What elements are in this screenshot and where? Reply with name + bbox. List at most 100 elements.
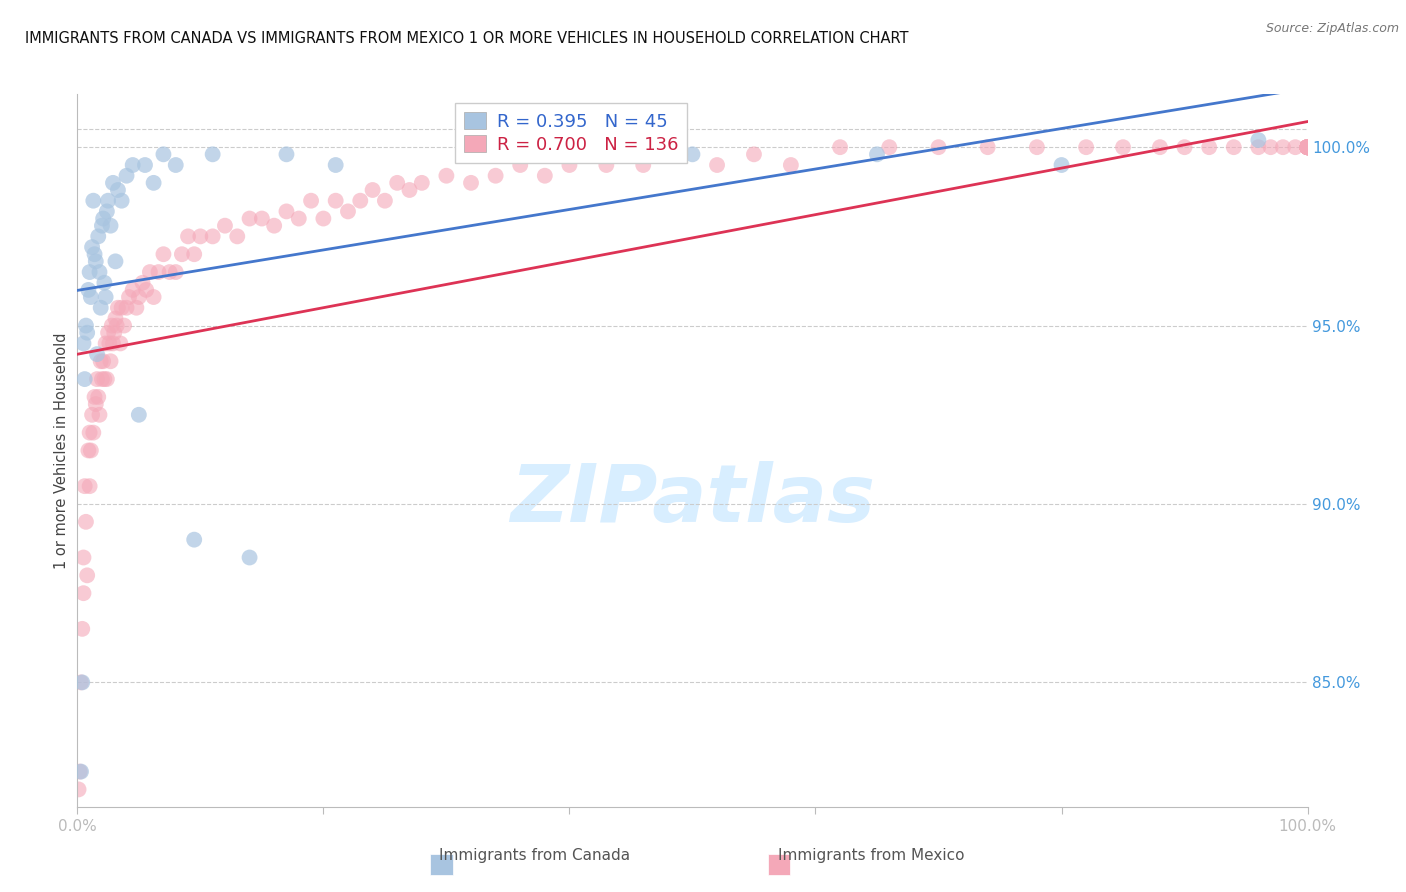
- Point: [91, 211, 114, 226]
- Text: IMMIGRANTS FROM CANADA VS IMMIGRANTS FROM MEXICO 1 OR MORE VEHICLES IN HOUSEHOLD: IMMIGRANTS FROM CANADA VS IMMIGRANTS FRO…: [25, 31, 908, 46]
- Point: [76, 568, 98, 582]
- Point: [485, 169, 508, 183]
- Point: [70, 675, 93, 690]
- Point: [239, 211, 262, 226]
- Point: [1284, 140, 1306, 154]
- Point: [1296, 140, 1319, 154]
- Point: [121, 283, 143, 297]
- Point: [111, 194, 134, 208]
- Point: [1296, 140, 1319, 154]
- Point: [1296, 140, 1319, 154]
- Point: [263, 219, 285, 233]
- Point: [107, 301, 129, 315]
- Point: [361, 183, 384, 197]
- Point: [325, 158, 347, 172]
- Point: [1247, 140, 1270, 154]
- Point: [387, 176, 409, 190]
- Point: [226, 229, 249, 244]
- Point: [1296, 140, 1319, 154]
- Point: [84, 397, 107, 411]
- Point: [558, 158, 581, 172]
- Point: [104, 311, 127, 326]
- Point: [1296, 140, 1319, 154]
- Point: [1296, 140, 1319, 154]
- Point: [139, 265, 162, 279]
- Point: [100, 219, 122, 233]
- Point: [111, 301, 134, 315]
- Point: [595, 158, 617, 172]
- Point: [1223, 140, 1246, 154]
- Point: [91, 354, 114, 368]
- Point: [633, 158, 655, 172]
- Point: [79, 265, 101, 279]
- Point: [1296, 140, 1319, 154]
- Point: [1296, 140, 1319, 154]
- Point: [86, 347, 108, 361]
- Point: [460, 176, 482, 190]
- Point: [214, 219, 236, 233]
- Point: [67, 782, 90, 797]
- Point: [1296, 140, 1319, 154]
- Point: [135, 283, 157, 297]
- Point: [76, 326, 98, 340]
- Point: [1296, 140, 1319, 154]
- Point: [1149, 140, 1171, 154]
- Point: [148, 265, 170, 279]
- Point: [1272, 140, 1295, 154]
- Point: [75, 318, 97, 333]
- Point: [928, 140, 950, 154]
- Point: [1296, 140, 1319, 154]
- Point: [201, 147, 224, 161]
- Point: [436, 169, 458, 183]
- Point: [94, 290, 117, 304]
- Point: [79, 479, 101, 493]
- Point: [83, 247, 105, 261]
- Point: [1026, 140, 1049, 154]
- Point: [1296, 140, 1319, 154]
- Point: [780, 158, 803, 172]
- Point: [177, 229, 200, 244]
- Point: [87, 390, 110, 404]
- Point: [509, 158, 531, 172]
- Point: [82, 408, 104, 422]
- Point: [1296, 140, 1319, 154]
- Point: [1296, 140, 1319, 154]
- Point: [100, 354, 122, 368]
- Point: [706, 158, 728, 172]
- Point: [115, 301, 138, 315]
- Point: [101, 336, 124, 351]
- Point: [299, 194, 322, 208]
- Point: [1296, 140, 1319, 154]
- Point: [1296, 140, 1319, 154]
- Point: [77, 283, 100, 297]
- Point: [1247, 133, 1270, 147]
- Point: [73, 372, 96, 386]
- Point: [1296, 140, 1319, 154]
- Point: [534, 169, 557, 183]
- Point: [1260, 140, 1282, 154]
- Point: [312, 211, 335, 226]
- Point: [90, 372, 114, 386]
- Point: [398, 183, 420, 197]
- Point: [72, 550, 94, 565]
- Point: [86, 372, 108, 386]
- Point: [128, 408, 150, 422]
- Point: [90, 219, 114, 233]
- Point: [97, 326, 120, 340]
- Point: [90, 301, 112, 315]
- Point: [276, 204, 298, 219]
- Legend: R = 0.395   N = 45, R = 0.700   N = 136: R = 0.395 N = 45, R = 0.700 N = 136: [456, 103, 688, 163]
- Point: [1296, 140, 1319, 154]
- Point: [80, 443, 103, 458]
- Point: [82, 194, 104, 208]
- Point: [1296, 140, 1319, 154]
- Point: [79, 425, 101, 440]
- Point: [72, 336, 94, 351]
- Point: [1296, 140, 1319, 154]
- Point: [183, 247, 205, 261]
- Text: Immigrants from Canada: Immigrants from Canada: [439, 848, 630, 863]
- Point: [1076, 140, 1098, 154]
- Point: [110, 336, 132, 351]
- Point: [866, 147, 889, 161]
- Point: [89, 408, 111, 422]
